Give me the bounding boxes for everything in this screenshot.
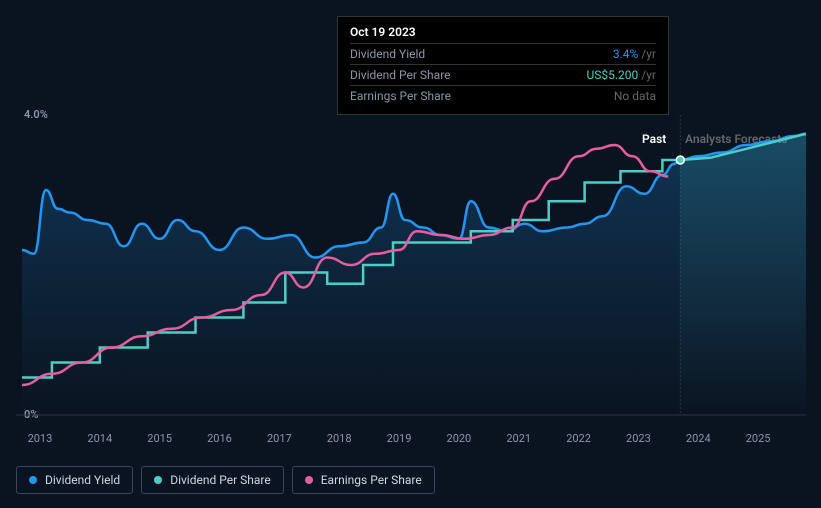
legend-label: Earnings Per Share xyxy=(321,473,422,487)
tooltip-row: Dividend Yield3.4%/yr xyxy=(350,43,656,64)
legend-dot-icon xyxy=(154,476,162,484)
x-tick: 2023 xyxy=(626,432,651,445)
tooltip-row-value: US$5.200 xyxy=(587,68,639,82)
x-tick: 2024 xyxy=(686,432,711,445)
tooltip-row-value: No data xyxy=(614,89,656,103)
x-tick: 2019 xyxy=(387,432,412,445)
legend-label: Dividend Per Share xyxy=(170,473,271,487)
tooltip-row-unit: /yr xyxy=(641,68,656,82)
x-axis: 2013 2014 2015 2016 2017 2018 2019 2020 2021 2022… xyxy=(16,432,806,448)
x-tick: 2018 xyxy=(327,432,352,445)
x-tick: 2016 xyxy=(207,432,232,445)
chart-tooltip: Oct 19 2023 Dividend Yield3.4%/yrDividen… xyxy=(337,16,669,115)
chart-area xyxy=(16,105,806,425)
x-tick: 2022 xyxy=(566,432,591,445)
tooltip-row-label: Earnings Per Share xyxy=(350,89,614,103)
x-tick: 2020 xyxy=(447,432,472,445)
x-tick: 2021 xyxy=(506,432,531,445)
x-tick: 2015 xyxy=(147,432,172,445)
tooltip-row-value: 3.4% xyxy=(613,47,638,61)
legend-item[interactable]: Dividend Yield xyxy=(16,466,133,494)
x-tick: 2025 xyxy=(746,432,771,445)
chart-legend: Dividend Yield Dividend Per Share Earnings… xyxy=(16,466,435,494)
legend-label: Dividend Yield xyxy=(45,473,120,487)
tooltip-row-unit: /yr xyxy=(641,47,656,61)
tooltip-row-label: Dividend Per Share xyxy=(350,68,587,82)
legend-item[interactable]: Earnings Per Share xyxy=(292,466,435,494)
tooltip-row: Dividend Per ShareUS$5.200/yr xyxy=(350,64,656,85)
tooltip-row-label: Dividend Yield xyxy=(350,47,613,61)
legend-dot-icon xyxy=(305,476,313,484)
tooltip-date: Oct 19 2023 xyxy=(350,25,656,39)
legend-dot-icon xyxy=(29,476,37,484)
x-tick: 2013 xyxy=(28,432,53,445)
legend-item[interactable]: Dividend Per Share xyxy=(141,466,284,494)
tooltip-row: Earnings Per ShareNo data xyxy=(350,85,656,106)
x-tick: 2014 xyxy=(87,432,112,445)
x-tick: 2017 xyxy=(267,432,292,445)
